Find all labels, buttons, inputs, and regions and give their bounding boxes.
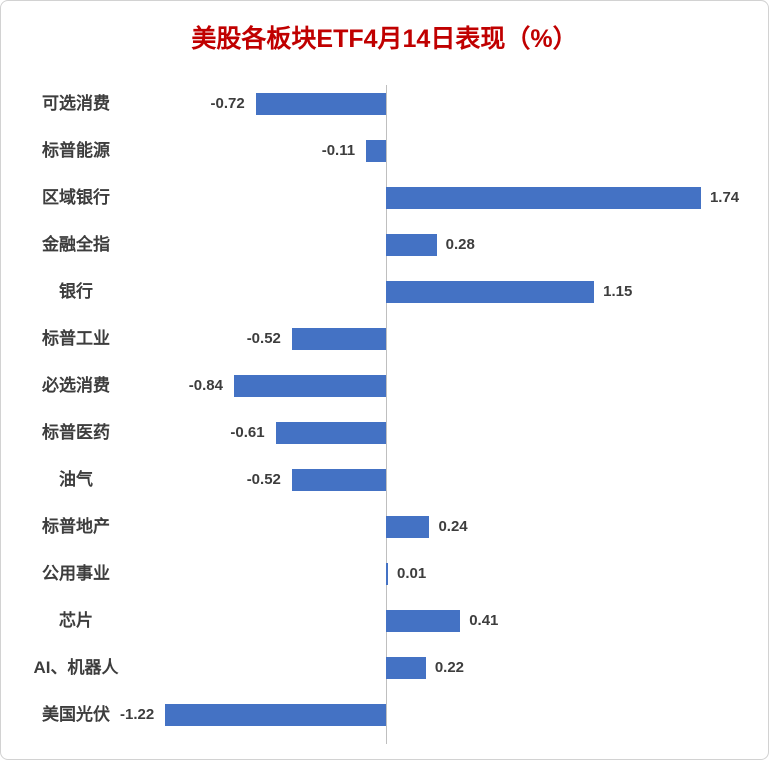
bar [386,657,426,679]
bar [233,375,386,397]
bar [386,234,437,256]
value-label: 1.15 [603,283,633,300]
value-label: 0.22 [434,659,465,676]
value-label: -0.61 [230,424,265,441]
value-label: 0.24 [438,518,468,535]
bar [366,140,386,162]
category-label: 必选消费 [42,376,110,395]
category-label: 标普医药 [42,423,110,442]
value-label: 0.28 [445,236,475,253]
value-label: -0.72 [210,95,245,112]
category-label: 可选消费 [42,94,110,113]
bar [165,704,386,726]
category-label: 银行 [59,282,93,301]
category-label: 油气 [59,470,93,489]
value-label: -0.84 [188,377,223,394]
bar [291,328,386,350]
bar [386,281,595,303]
category-label: 金融全指 [42,235,110,254]
category-label: 公用事业 [42,564,110,583]
bar [291,469,386,491]
category-label: 区域银行 [42,188,110,207]
bar [386,563,388,585]
value-label: -1.22 [119,706,155,723]
value-label: -0.52 [246,330,281,347]
bar [275,422,386,444]
value-label: -0.11 [321,142,356,159]
value-label: 1.74 [709,189,740,206]
category-label: AI、机器人 [33,658,119,677]
category-label: 标普工业 [42,329,110,348]
value-label: -0.52 [246,471,281,488]
value-label: 0.41 [469,612,499,629]
chart-title: 美股各板块ETF4月14日表现（%） [191,25,578,53]
bar [386,610,461,632]
category-label: 芯片 [59,611,93,630]
value-label: 0.01 [397,565,427,582]
category-label: 标普能源 [42,141,110,160]
bar [255,93,386,115]
bar [386,187,701,209]
category-label: 标普地产 [42,517,110,536]
category-axis-line [386,85,387,744]
category-label: 美国光伏 [42,705,110,724]
bar [386,516,430,538]
